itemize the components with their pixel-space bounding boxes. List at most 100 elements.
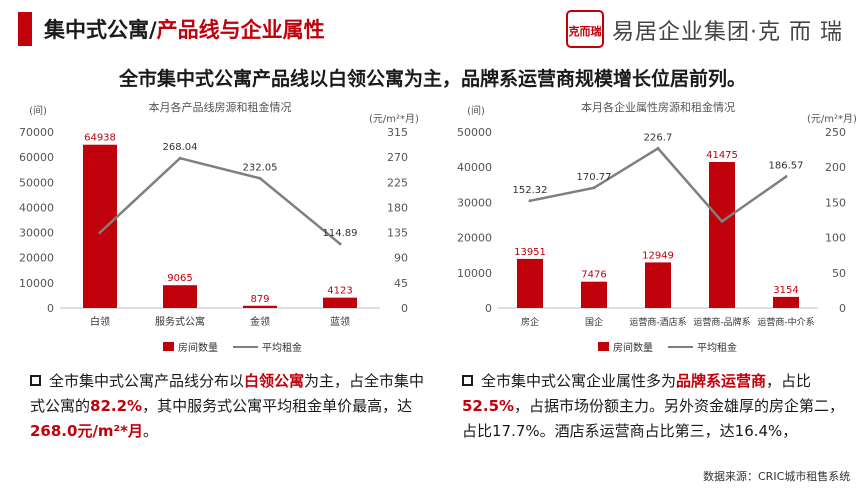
x-tick-label: 白领: [90, 315, 110, 328]
bar-data-label: 4123: [327, 286, 352, 297]
line-data-label: 226.7: [644, 132, 673, 143]
y2-tick-label: 45: [394, 277, 408, 290]
y-tick-label: 40000: [19, 201, 54, 214]
page-title-part1: 集中式公寓/: [44, 18, 157, 42]
note-left-highlight-3: 268.0元/m²*月: [30, 422, 143, 440]
page-title: 集中式公寓/产品线与企业属性: [44, 14, 325, 44]
y2-tick-label: 150: [825, 196, 846, 209]
header-accent-block: [18, 12, 32, 46]
y2-tick-label: 180: [387, 201, 408, 214]
bar-data-label: 41475: [706, 150, 738, 161]
line-data-label: 152.32: [513, 185, 548, 196]
bar-2: [581, 281, 607, 308]
y2-tick-label: 250: [825, 126, 846, 139]
y-tick-label: 70000: [19, 126, 54, 139]
x-tick-label: 金领: [250, 315, 270, 328]
note-left-text-4: 。: [142, 422, 158, 440]
note-right-text-1: 全市集中式公寓企业属性多为: [481, 372, 677, 390]
rent-line: [529, 146, 787, 224]
note-left-text-1: 全市集中式公寓产品线分布以: [49, 372, 245, 390]
note-right-text-2: ，占比: [766, 372, 812, 390]
rent-point-1: [528, 199, 532, 203]
y-tick-label: 20000: [19, 252, 54, 265]
y2-tick-label: 0: [401, 302, 408, 315]
note-product-line: 全市集中式公寓产品线分布以白领公寓为主，占全市集中式公寓的82.2%，其中服务式…: [30, 369, 430, 444]
legend-line-label: 平均租金: [697, 341, 737, 354]
x-tick-label: 蓝领: [330, 315, 350, 328]
rent-line: [99, 156, 341, 245]
y2-axis-label: (元/m²*月): [807, 113, 857, 125]
x-tick-label: 国企: [585, 316, 603, 328]
bar-data-label: 9065: [167, 273, 192, 284]
line-data-label: 232.05: [243, 162, 278, 173]
note-right-text-3: ，占据市场份额主力。另外资金雄厚的房企第二，占比17.7%。酒店系运营商占比第三…: [462, 397, 845, 440]
line-data-label: 268.04: [163, 142, 198, 153]
line-data-label: 114.89: [323, 228, 358, 239]
legend-bar-label: 房间数量: [613, 341, 653, 354]
bar-data-label: 13951: [514, 247, 546, 258]
y-axis-label: (间): [467, 104, 485, 117]
rent-point-5: [784, 175, 788, 179]
product-line-chart: 本月各产品线房源和租金情况 (间) (元/m²*月) 0 10000 20000 30000…: [19, 100, 419, 354]
y-tick-label: 50000: [19, 176, 54, 189]
bar-5: [773, 296, 799, 308]
legend-line-label: 平均租金: [262, 341, 302, 354]
note-right-highlight-1: 品牌系运营商: [676, 372, 767, 390]
bar-data-label: 7476: [581, 270, 606, 281]
legend-bar-label: 房间数量: [178, 341, 218, 354]
bar-2: [163, 285, 197, 308]
x-tick-label: 房企: [521, 316, 539, 328]
note-left-highlight-2: 82.2%: [90, 397, 143, 415]
bar-1: [83, 144, 117, 308]
chart-title: 本月各产品线房源和租金情况: [149, 100, 292, 114]
bullet-square-icon: [30, 375, 41, 386]
bar-1: [517, 258, 543, 308]
note-left-highlight-1: 白领公寓: [244, 372, 305, 390]
line-data-label: 186.57: [769, 161, 804, 172]
bar-data-label: 12949: [642, 250, 674, 261]
y2-tick-label: 0: [839, 302, 846, 315]
y2-tick-label: 225: [387, 176, 408, 189]
y-tick-label: 10000: [19, 277, 54, 290]
x-tick-label: 服务式公寓: [155, 315, 205, 328]
chart-title: 本月各企业属性房源和租金情况: [581, 100, 735, 114]
y-tick-label: 30000: [19, 227, 54, 240]
x-tick-label: 运营商-酒店系: [629, 316, 686, 328]
rent-point-4: [338, 242, 342, 246]
y2-tick-label: 200: [825, 161, 846, 174]
bar-3: [645, 262, 671, 308]
brand-logo-text: 克而瑞: [569, 24, 602, 38]
legend-bar-swatch: [598, 342, 609, 351]
y-tick-label: 30000: [457, 196, 492, 209]
data-source: 数据来源：CRIC城市租售系统: [703, 470, 851, 483]
y2-tick-label: 270: [387, 151, 408, 164]
brand-name: 易居企业集团·克 而 瑞: [612, 20, 843, 45]
y-tick-label: 60000: [19, 151, 54, 164]
y2-tick-label: 315: [387, 126, 408, 139]
rent-point-2: [178, 156, 182, 160]
line-data-label: 170.77: [577, 172, 612, 183]
bar-data-label: 3154: [773, 285, 798, 296]
y-tick-label: 10000: [457, 267, 492, 280]
y-tick-label: 20000: [457, 232, 492, 245]
rent-point-2: [592, 186, 596, 190]
bar-4: [709, 162, 735, 308]
bar-3: [243, 305, 277, 308]
note-left-text-3: ，其中服务式公寓平均租金单价最高，达: [142, 397, 413, 415]
y2-tick-label: 100: [825, 232, 846, 245]
rent-point-3: [656, 146, 660, 150]
y2-axis-label: (元/m²*月): [369, 113, 419, 125]
header-bar: 集中式公寓/产品线与企业属性 克而瑞 易居企业集团·克 而 瑞: [0, 0, 865, 58]
rent-point-4: [720, 219, 724, 223]
note-enterprise-type: 全市集中式公寓企业属性多为品牌系运营商，占比 52.5%，占据市场份额主力。另外资…: [462, 369, 857, 444]
y2-tick-label: 135: [387, 227, 408, 240]
y-tick-label: 0: [485, 302, 492, 315]
brand-logo-icon: 克而瑞: [566, 10, 604, 48]
x-tick-label: 运营商-品牌系: [693, 316, 750, 328]
x-tick-label: 运营商-中介系: [757, 316, 814, 328]
note-left-text-2: 为主，占全市集中式公寓的: [30, 372, 425, 415]
bullet-square-icon: [462, 375, 473, 386]
y-tick-label: 40000: [457, 161, 492, 174]
y2-tick-label: 50: [832, 267, 846, 280]
bar-data-label: 64938: [84, 133, 116, 144]
